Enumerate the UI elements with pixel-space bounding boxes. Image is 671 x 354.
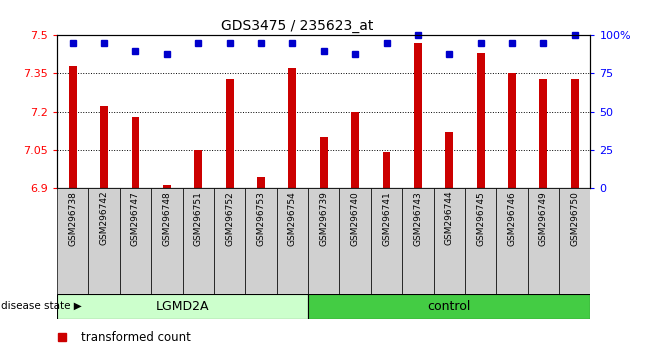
Bar: [320, 137, 327, 188]
Bar: [539, 79, 548, 188]
Bar: [214, 188, 246, 294]
Bar: [246, 188, 276, 294]
Title: GDS3475 / 235623_at: GDS3475 / 235623_at: [221, 19, 373, 33]
Text: GSM296745: GSM296745: [476, 191, 485, 246]
Text: GSM296750: GSM296750: [570, 191, 579, 246]
Bar: [276, 188, 308, 294]
Text: GSM296753: GSM296753: [256, 191, 266, 246]
Bar: [476, 53, 484, 188]
Bar: [340, 188, 371, 294]
Text: GSM296740: GSM296740: [351, 191, 360, 246]
Bar: [402, 188, 433, 294]
Bar: [414, 43, 422, 188]
Bar: [132, 116, 140, 188]
Bar: [57, 294, 308, 319]
Text: GSM296752: GSM296752: [225, 191, 234, 246]
Bar: [163, 185, 171, 188]
Text: GSM296741: GSM296741: [382, 191, 391, 246]
Text: GSM296743: GSM296743: [413, 191, 423, 246]
Bar: [100, 107, 108, 188]
Bar: [195, 150, 202, 188]
Bar: [57, 188, 89, 294]
Bar: [527, 188, 559, 294]
Bar: [257, 177, 265, 188]
Bar: [433, 188, 465, 294]
Text: GSM296739: GSM296739: [319, 191, 328, 246]
Bar: [571, 79, 578, 188]
Bar: [151, 188, 183, 294]
Text: GSM296744: GSM296744: [445, 191, 454, 245]
Bar: [308, 188, 340, 294]
Text: GSM296751: GSM296751: [194, 191, 203, 246]
Bar: [89, 188, 120, 294]
Text: transformed count: transformed count: [81, 331, 191, 344]
Bar: [508, 74, 516, 188]
Text: GSM296748: GSM296748: [162, 191, 171, 246]
Bar: [465, 188, 497, 294]
Bar: [289, 68, 297, 188]
Bar: [308, 294, 590, 319]
Text: GSM296747: GSM296747: [131, 191, 140, 246]
Text: GSM296746: GSM296746: [507, 191, 517, 246]
Bar: [446, 132, 453, 188]
Bar: [497, 188, 527, 294]
Text: GSM296754: GSM296754: [288, 191, 297, 246]
Text: control: control: [427, 300, 471, 313]
Bar: [559, 188, 590, 294]
Text: GSM296749: GSM296749: [539, 191, 548, 246]
Text: LGMD2A: LGMD2A: [156, 300, 209, 313]
Bar: [120, 188, 151, 294]
Bar: [382, 152, 391, 188]
Bar: [225, 79, 234, 188]
Bar: [69, 66, 76, 188]
Bar: [351, 112, 359, 188]
Text: disease state ▶: disease state ▶: [1, 301, 81, 311]
Text: GSM296738: GSM296738: [68, 191, 77, 246]
Bar: [183, 188, 214, 294]
Bar: [371, 188, 402, 294]
Text: GSM296742: GSM296742: [99, 191, 109, 245]
